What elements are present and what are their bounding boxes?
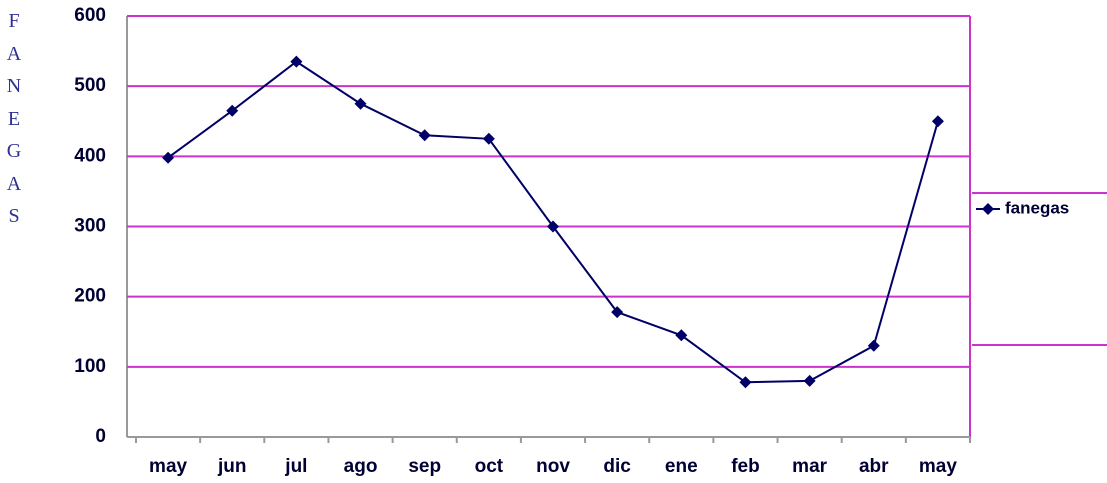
- y-tick-label: 600: [74, 5, 106, 26]
- point-marker: [482, 132, 495, 145]
- x-tick-label: ago: [344, 456, 378, 477]
- x-tick-label: jul: [284, 456, 307, 477]
- y-tick-label: 200: [74, 286, 106, 307]
- x-tick-label: ene: [665, 456, 698, 477]
- x-tick-label: oct: [475, 456, 504, 477]
- x-tick-label: may: [919, 456, 957, 477]
- y-tick-label: 0: [95, 426, 106, 447]
- x-tick-label: jun: [217, 456, 247, 477]
- point-marker: [547, 220, 559, 233]
- point-marker: [418, 129, 431, 142]
- x-tick-label: feb: [731, 456, 760, 477]
- x-tick-label: may: [149, 456, 187, 477]
- point-marker: [803, 374, 816, 387]
- y-tick-label: 400: [74, 145, 106, 166]
- y-tick-label: 300: [74, 216, 106, 237]
- y-tick-label: 100: [74, 356, 106, 377]
- legend-marker: [982, 203, 994, 215]
- legend-label: fanegas: [1005, 198, 1069, 217]
- x-tick-label: mar: [792, 456, 827, 477]
- point-marker: [931, 115, 944, 128]
- point-marker: [162, 151, 175, 164]
- point-marker: [290, 55, 303, 68]
- point-marker: [226, 104, 239, 117]
- point-marker: [739, 376, 752, 389]
- y-tick-label: 500: [74, 75, 106, 96]
- x-tick-label: nov: [536, 456, 570, 477]
- x-tick-label: abr: [859, 456, 889, 477]
- point-marker: [867, 339, 880, 352]
- point-marker: [611, 306, 624, 319]
- point-marker: [675, 329, 688, 342]
- y-axis-label: FANEGAS: [6, 10, 22, 227]
- x-tick-label: dic: [603, 456, 631, 477]
- x-tick-label: sep: [408, 456, 441, 477]
- point-marker: [354, 97, 367, 110]
